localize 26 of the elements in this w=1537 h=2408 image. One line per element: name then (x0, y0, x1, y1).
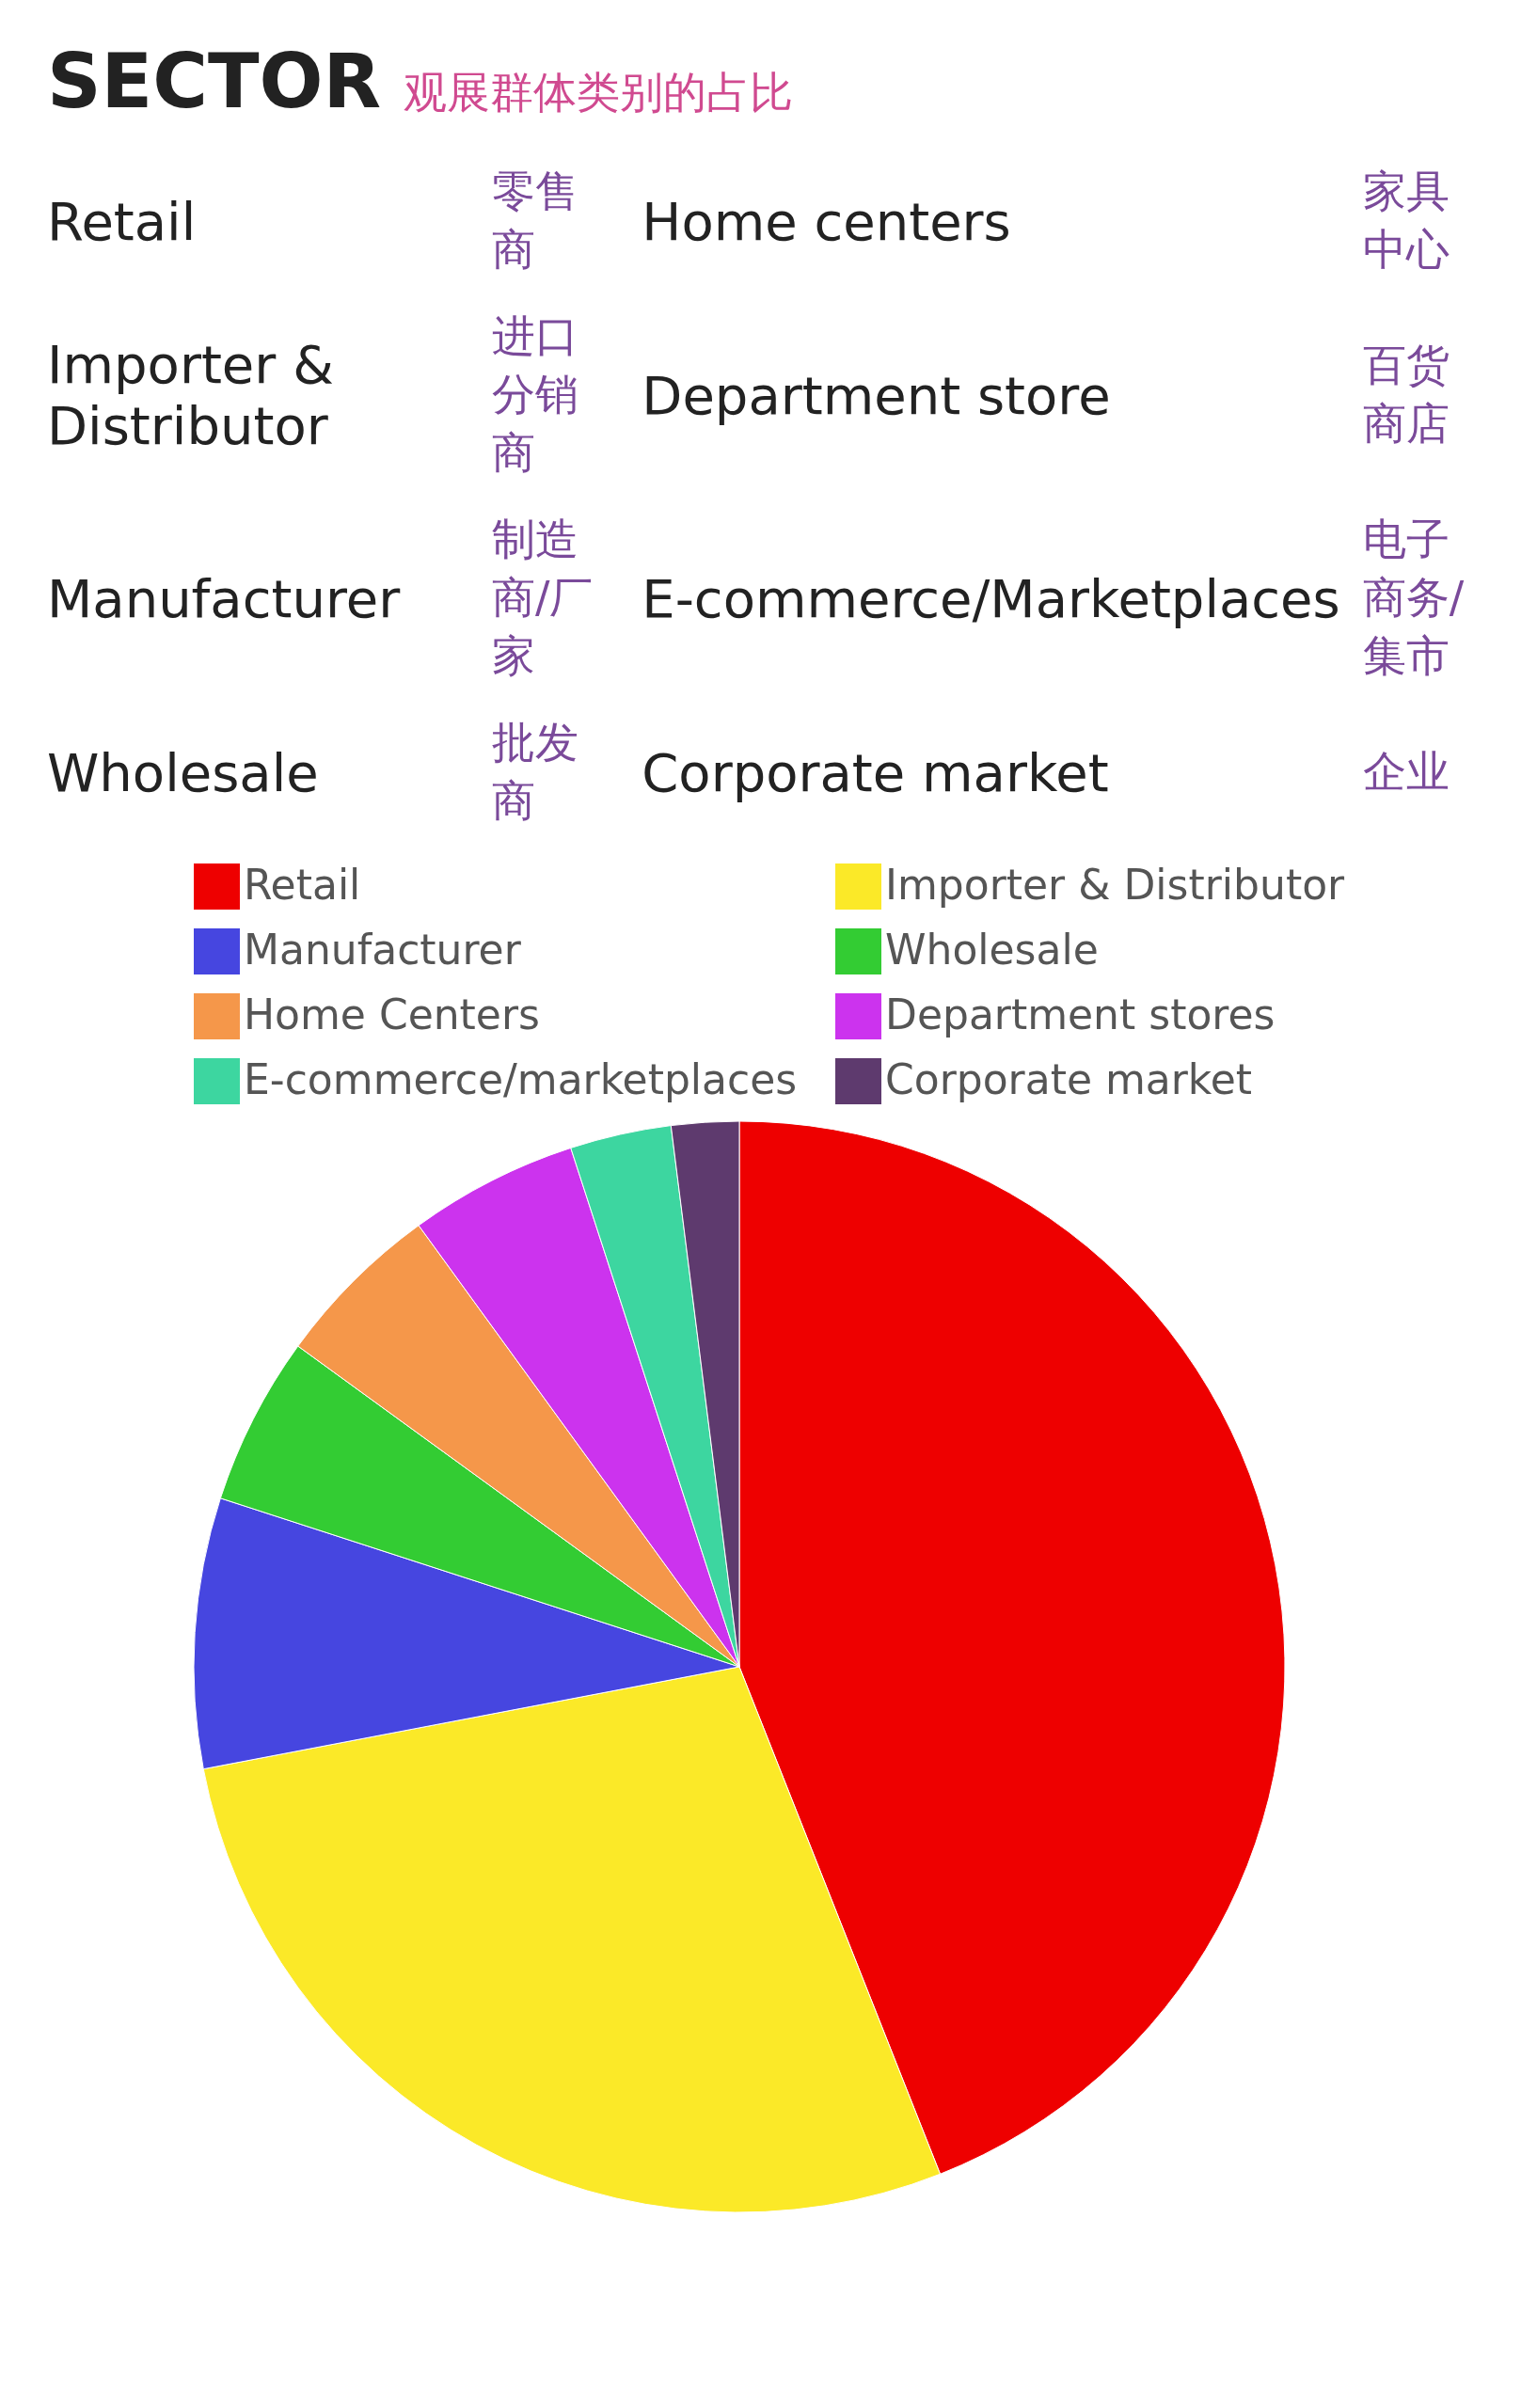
text: 零售商 (491, 165, 579, 277)
text: 电子商务/集市 (1362, 513, 1466, 683)
text: 进口分销商 (491, 309, 579, 480)
text: Importer & Distributor (47, 334, 335, 456)
text: Manufacturer (47, 567, 402, 629)
text: Corporate market (642, 741, 1110, 803)
legend-label: Manufacturer (244, 925, 522, 974)
text: Department store (642, 364, 1112, 426)
text: 批发商 (491, 716, 579, 828)
chart-title: SECTOR (47, 38, 382, 125)
legend-label: Department stores (885, 990, 1276, 1038)
text: 百货商店 (1362, 339, 1450, 451)
legend-label: E-commerce/marketplaces (244, 1054, 798, 1103)
text: Home centers (642, 190, 1012, 252)
legend-label: Retail (244, 860, 361, 909)
legend-label: Wholesale (885, 925, 1099, 974)
text: Wholesale (47, 741, 320, 803)
text: E-commerce/Marketplaces (642, 567, 1340, 629)
chart-subtitle: 观展群体类别的占比 (404, 67, 794, 118)
text: 企业 (1362, 745, 1450, 799)
text: 制造商/厂家 (491, 513, 594, 683)
legend-label: Corporate market (885, 1054, 1253, 1103)
text: Retail (47, 190, 198, 252)
legend-label: Importer & Distributor (885, 860, 1346, 909)
text: 家具中心 (1362, 165, 1450, 277)
legend-label: Home Centers (244, 990, 540, 1038)
